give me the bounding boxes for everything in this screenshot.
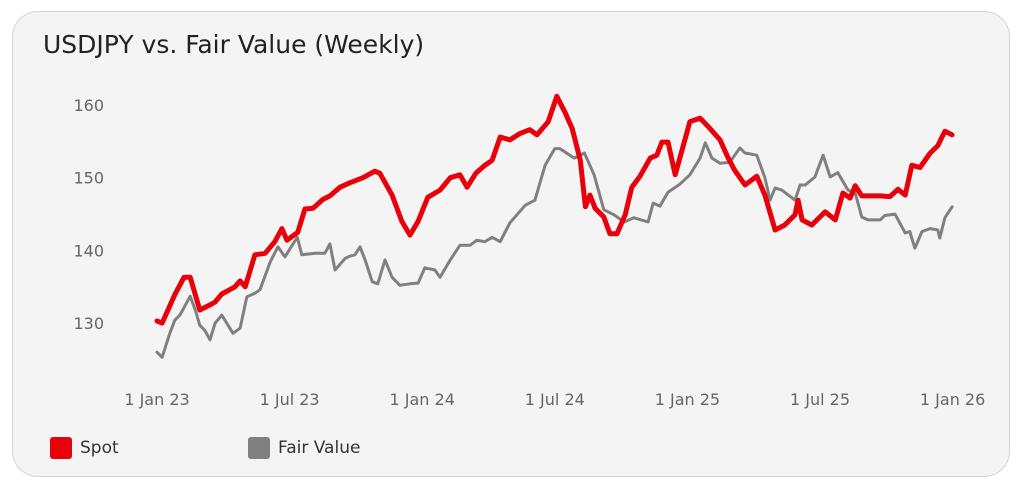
legend-label-fair-value: Fair Value xyxy=(278,438,361,458)
legend-swatch-fair-value xyxy=(248,437,270,459)
chart-card xyxy=(12,11,1010,477)
x-tick-label: 1 Jan 25 xyxy=(655,390,720,409)
y-tick-label: 140 xyxy=(73,241,104,260)
chart-title: USDJPY vs. Fair Value (Weekly) xyxy=(43,30,425,59)
y-tick-label: 130 xyxy=(73,314,104,333)
legend-item-spot: Spot xyxy=(50,437,119,459)
x-tick-label: 1 Jan 24 xyxy=(390,390,455,409)
legend-label-spot: Spot xyxy=(80,438,119,458)
x-tick-label: 1 Jul 23 xyxy=(260,390,320,409)
x-tick-label: 1 Jul 24 xyxy=(525,390,585,409)
y-tick-label: 160 xyxy=(73,96,104,115)
x-tick-label: 1 Jan 26 xyxy=(920,390,985,409)
series-line-spot xyxy=(154,93,955,326)
series-line-fair-value xyxy=(155,141,954,359)
y-tick-label: 150 xyxy=(73,169,104,188)
x-tick-label: 1 Jul 25 xyxy=(790,390,850,409)
legend-item-fair-value: Fair Value xyxy=(248,437,360,459)
x-tick-label: 1 Jan 23 xyxy=(124,390,189,409)
legend-swatch-spot xyxy=(50,437,72,459)
